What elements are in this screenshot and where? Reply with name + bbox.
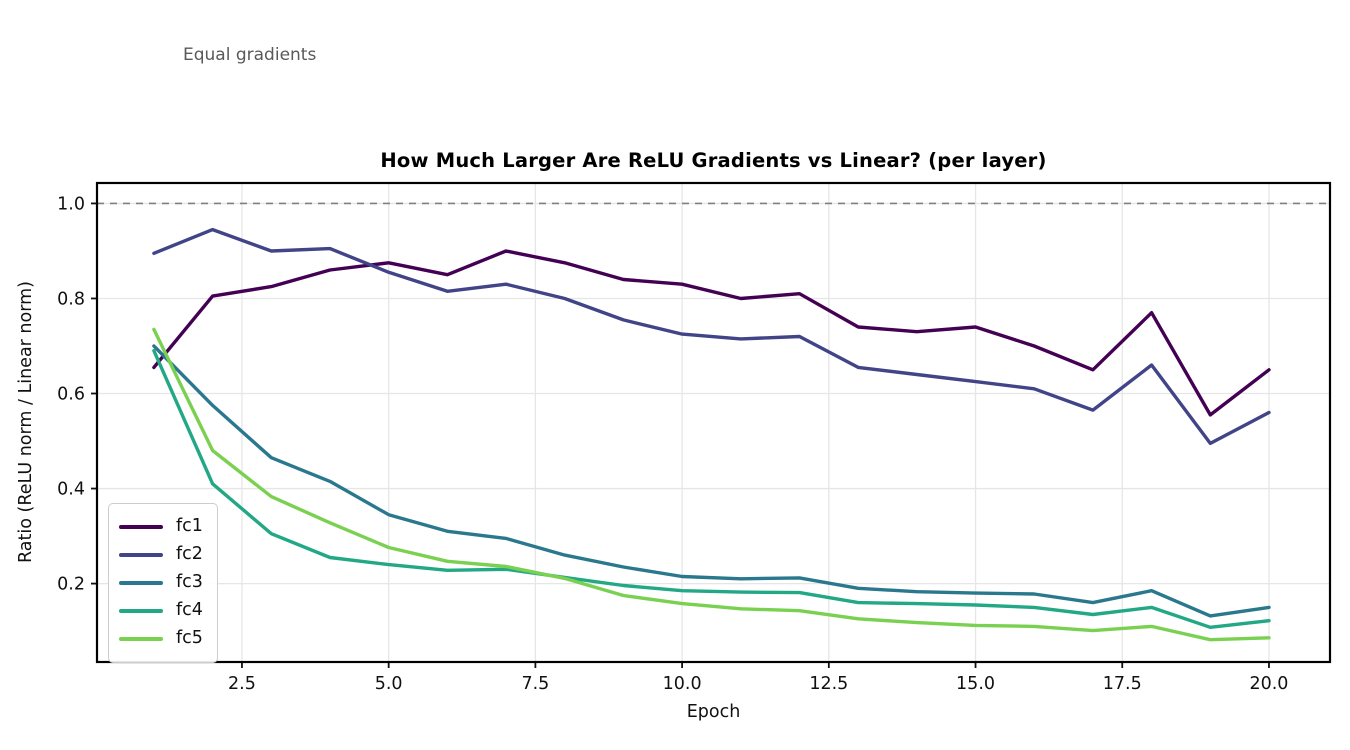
series-line-fc3 xyxy=(152,344,1271,618)
y-tick-label: 0.2 xyxy=(57,575,85,595)
legend-entry-fc5: fc5 xyxy=(119,625,203,653)
legend-label: fc1 xyxy=(176,516,203,537)
x-tick-label: 7.5 xyxy=(521,674,549,694)
legend-swatch-fc3 xyxy=(119,581,163,585)
axes-frame xyxy=(95,181,1332,664)
legend-swatch-fc4 xyxy=(119,609,163,613)
x-tick-label: 12.5 xyxy=(809,674,848,694)
equal-gradients-annotation: Equal gradients xyxy=(183,45,317,65)
x-tick-label: 10.0 xyxy=(663,674,702,694)
x-tick-label: 17.5 xyxy=(1103,674,1142,694)
legend-entry-fc1: fc1 xyxy=(119,513,203,541)
legend-label: fc5 xyxy=(176,628,203,649)
legend: fc1 fc2 fc3 fc4 fc5 xyxy=(108,503,218,663)
y-axis-label: Ratio (ReLU norm / Linear norm) xyxy=(16,281,36,563)
x-tick-label: 2.5 xyxy=(228,674,256,694)
x-tick-label: 20.0 xyxy=(1249,674,1288,694)
y-tick-label: 1.0 xyxy=(57,194,85,214)
series-line-fc2 xyxy=(152,227,1271,446)
series-line-fc1 xyxy=(152,249,1271,417)
legend-entry-fc2: fc2 xyxy=(119,541,203,569)
y-tick-label: 0.6 xyxy=(57,385,85,405)
x-tick-label: 5.0 xyxy=(375,674,403,694)
legend-label: fc2 xyxy=(176,544,203,565)
series-line-fc4 xyxy=(152,349,1271,629)
x-axis-label: Epoch xyxy=(686,702,741,722)
y-tick-label: 0.4 xyxy=(57,480,85,500)
y-tick-label: 0.8 xyxy=(57,289,85,309)
chart-title: How Much Larger Are ReLU Gradients vs Li… xyxy=(380,149,1047,172)
series-line-fc5 xyxy=(152,327,1271,642)
legend-label: fc4 xyxy=(176,600,203,621)
legend-swatch-fc2 xyxy=(119,553,163,557)
legend-label: fc3 xyxy=(176,572,203,593)
x-tick-label: 15.0 xyxy=(956,674,995,694)
legend-entry-fc4: fc4 xyxy=(119,597,203,625)
legend-swatch-fc1 xyxy=(119,525,163,529)
legend-entry-fc3: fc3 xyxy=(119,569,203,597)
legend-swatch-fc5 xyxy=(119,637,163,641)
